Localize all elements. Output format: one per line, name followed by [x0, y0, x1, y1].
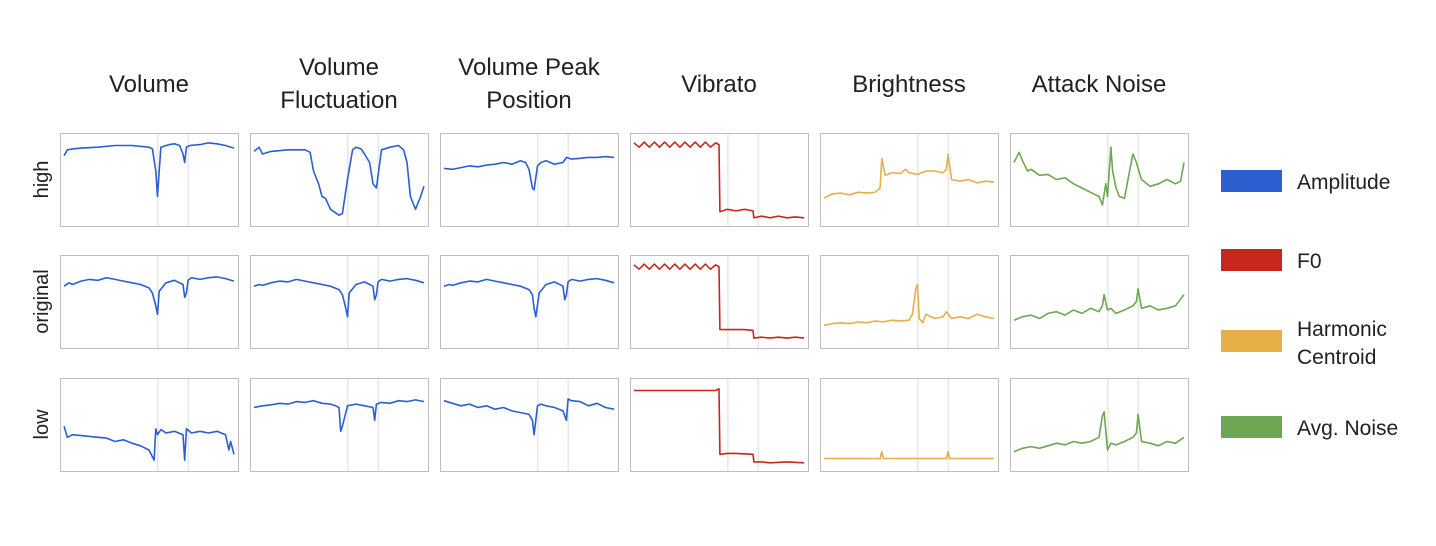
- panel-high-2: [440, 133, 619, 227]
- column-header-line: Volume: [109, 71, 189, 98]
- panel-frame: [250, 133, 429, 227]
- panel-original-1: [250, 255, 429, 349]
- panel-frame: [60, 378, 239, 472]
- panel-low-3: [630, 378, 809, 472]
- legend-item: F0: [1221, 249, 1322, 273]
- legend: Amplitude F0 Harmonic Centroid Avg. Noise: [1221, 170, 1398, 440]
- column-header-line: Vibrato: [681, 71, 757, 98]
- row-label-original: original: [31, 269, 53, 333]
- panel-low-2: [440, 378, 619, 472]
- panel-frame: [440, 133, 619, 227]
- panel-frame: [60, 255, 239, 349]
- column-header-line: Brightness: [852, 71, 965, 98]
- panel-low-5: [1010, 378, 1189, 472]
- series-line-amplitude: [443, 277, 615, 318]
- series-line-f0: [633, 263, 805, 339]
- legend-label: F0: [1297, 250, 1322, 273]
- panel-original-3: [630, 255, 809, 349]
- panel-high-0: [60, 133, 239, 227]
- column-header-line: Position: [486, 87, 571, 114]
- series-line-harmonic-centroid: [823, 153, 995, 199]
- column-header-line: Volume: [299, 54, 379, 81]
- panel-original-0: [60, 255, 239, 349]
- panel-high-4: [820, 133, 999, 227]
- legend-swatch: [1221, 249, 1282, 271]
- legend-item: Amplitude: [1221, 170, 1390, 194]
- legend-label-line: Avg. Noise: [1297, 417, 1398, 440]
- panel-frame: [440, 378, 619, 472]
- column-header-5: Attack Noise: [1032, 71, 1167, 98]
- series-line-harmonic-centroid: [824, 450, 994, 460]
- series-line-amplitude: [443, 398, 615, 436]
- series-line-amplitude: [63, 142, 235, 198]
- column-header-line: Attack Noise: [1032, 71, 1167, 98]
- series-line-amplitude: [253, 144, 425, 216]
- legend-item: Avg. Noise: [1221, 416, 1398, 440]
- legend-swatch: [1221, 170, 1282, 192]
- panel-high-3: [630, 133, 809, 227]
- row-labels: high original low: [31, 161, 53, 440]
- column-header-line: Volume Peak: [458, 54, 600, 81]
- series-line-f0: [634, 387, 805, 464]
- panel-frame: [820, 378, 999, 472]
- legend-label: Amplitude: [1297, 171, 1390, 194]
- panels: [60, 133, 1189, 472]
- panel-frame: [250, 255, 429, 349]
- column-header-0: Volume: [109, 71, 189, 98]
- row-label-low: low: [31, 409, 53, 440]
- column-headers: Volume Volume Fluctuation Volume Peak Positi…: [109, 54, 1166, 114]
- legend-label-line: Amplitude: [1297, 171, 1390, 194]
- panel-frame: [60, 133, 239, 227]
- series-line-amplitude: [253, 399, 425, 433]
- series-line-avg-noise: [1013, 287, 1185, 321]
- series-line-harmonic-centroid: [823, 283, 995, 327]
- legend-swatch: [1221, 416, 1282, 438]
- series-line-amplitude: [443, 155, 615, 191]
- column-header-1: Volume Fluctuation: [280, 54, 397, 114]
- panel-low-4: [820, 378, 999, 472]
- legend-label-line: Centroid: [1297, 346, 1376, 369]
- panel-high-5: [1010, 133, 1189, 227]
- column-header-line: Fluctuation: [280, 87, 397, 114]
- panel-low-1: [250, 378, 429, 472]
- legend-swatch: [1221, 330, 1282, 352]
- panel-frame: [440, 255, 619, 349]
- column-header-4: Brightness: [852, 71, 965, 98]
- series-line-amplitude: [253, 277, 425, 318]
- panel-frame: [1010, 255, 1189, 349]
- series-line-amplitude: [63, 276, 235, 316]
- panel-frame: [820, 255, 999, 349]
- panel-original-2: [440, 255, 619, 349]
- series-line-avg-noise: [1013, 410, 1185, 453]
- legend-item: Harmonic Centroid: [1221, 318, 1387, 369]
- panel-original-4: [820, 255, 999, 349]
- legend-label-line: F0: [1297, 250, 1322, 273]
- column-header-3: Vibrato: [681, 71, 757, 98]
- legend-label-line: Harmonic: [1297, 318, 1387, 341]
- series-line-avg-noise: [1013, 146, 1185, 206]
- panel-high-1: [250, 133, 429, 227]
- panel-original-5: [1010, 255, 1189, 349]
- panel-frame: [1010, 378, 1189, 472]
- legend-label: Harmonic Centroid: [1297, 318, 1387, 369]
- legend-label: Avg. Noise: [1297, 417, 1398, 440]
- series-line-f0: [633, 141, 805, 219]
- panel-low-0: [60, 378, 239, 472]
- series-line-amplitude: [63, 425, 235, 462]
- column-header-2: Volume Peak Position: [458, 54, 600, 114]
- panel-frame: [1010, 133, 1189, 227]
- row-label-high: high: [31, 161, 53, 199]
